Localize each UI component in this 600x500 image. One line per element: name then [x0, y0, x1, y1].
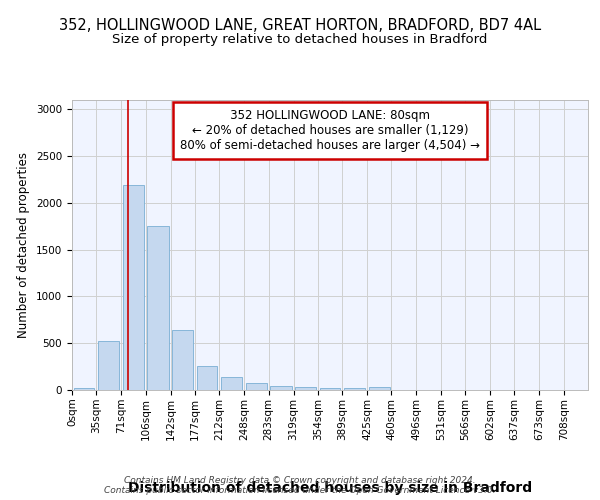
Text: 352 HOLLINGWOOD LANE: 80sqm   
← 20% of detached houses are smaller (1,129)
80% : 352 HOLLINGWOOD LANE: 80sqm ← 20% of det…: [180, 108, 480, 152]
Bar: [98, 342, 119, 390]
Text: Size of property relative to detached houses in Bradford: Size of property relative to detached ho…: [112, 32, 488, 46]
Bar: [369, 387, 389, 390]
Bar: [295, 387, 316, 390]
Y-axis label: Number of detached properties: Number of detached properties: [17, 152, 31, 338]
X-axis label: Distribution of detached houses by size in Bradford: Distribution of detached houses by size …: [128, 482, 532, 496]
Bar: [74, 388, 94, 390]
Bar: [123, 185, 144, 390]
Text: Contains HM Land Registry data © Crown copyright and database right 2024.
Contai: Contains HM Land Registry data © Crown c…: [104, 476, 496, 495]
Bar: [172, 330, 193, 390]
Bar: [197, 366, 217, 390]
Bar: [148, 226, 169, 390]
Bar: [320, 388, 340, 390]
Bar: [344, 388, 365, 390]
Bar: [271, 386, 292, 390]
Bar: [246, 384, 267, 390]
Bar: [221, 378, 242, 390]
Text: 352, HOLLINGWOOD LANE, GREAT HORTON, BRADFORD, BD7 4AL: 352, HOLLINGWOOD LANE, GREAT HORTON, BRA…: [59, 18, 541, 32]
